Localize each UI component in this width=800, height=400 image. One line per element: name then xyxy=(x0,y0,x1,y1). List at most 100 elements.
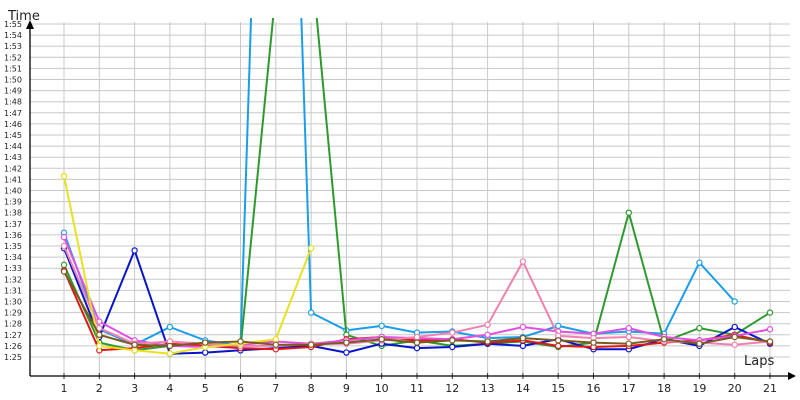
x-tick-label: 2 xyxy=(96,382,103,395)
x-tick-label: 8 xyxy=(308,382,315,395)
data-point xyxy=(201,339,209,346)
grid xyxy=(30,22,790,376)
data-point xyxy=(484,321,491,329)
series-8 xyxy=(60,268,774,350)
data-point xyxy=(519,323,527,331)
y-tick-label: 1:28 xyxy=(4,320,22,329)
y-tick-label: 1:45 xyxy=(4,131,22,140)
series-line xyxy=(63,18,736,347)
data-point xyxy=(625,209,633,216)
y-axis-title: Time xyxy=(7,9,40,24)
data-point xyxy=(307,245,315,252)
y-tick-label: 1:50 xyxy=(4,76,22,85)
y-tick-label: 1:46 xyxy=(4,120,22,129)
data-point xyxy=(625,324,633,332)
y-tick-label: 1:47 xyxy=(4,109,22,118)
x-tick-label: 10 xyxy=(375,382,389,395)
y-axis-arrow xyxy=(26,20,34,29)
data-point xyxy=(766,338,774,345)
data-point xyxy=(519,334,527,342)
data-point xyxy=(307,309,315,316)
y-tick-label: 1:53 xyxy=(4,42,22,51)
x-tick-label: 7 xyxy=(272,382,279,395)
data-point xyxy=(60,261,68,269)
data-point xyxy=(731,341,738,348)
x-tick-label: 5 xyxy=(202,382,209,395)
data-point xyxy=(60,242,68,250)
data-point xyxy=(555,342,562,350)
data-point xyxy=(766,309,774,316)
data-point xyxy=(96,331,103,338)
x-tick-label: 18 xyxy=(657,382,671,395)
data-point xyxy=(731,323,738,331)
data-point xyxy=(272,341,279,348)
x-axis-arrow xyxy=(788,372,796,380)
y-tick-label: 1:31 xyxy=(4,286,22,295)
data-point xyxy=(378,322,385,330)
x-tick-label: 21 xyxy=(763,382,777,395)
data-point xyxy=(484,338,491,345)
data-point xyxy=(201,349,209,356)
data-point xyxy=(555,337,562,344)
data-point xyxy=(555,322,562,330)
x-tick-label: 6 xyxy=(237,382,244,395)
y-tick-label: 1:37 xyxy=(4,220,22,229)
data-point xyxy=(166,323,174,331)
y-tick-label: 1:33 xyxy=(4,264,22,273)
x-tick-labels: 1 2 3 4 5 6 7 8 9 10 11 12 13 14 15 16 17 18 19 20 21 xyxy=(61,382,778,395)
data-point xyxy=(449,343,456,351)
data-point xyxy=(519,258,527,265)
axes xyxy=(26,20,796,380)
y-tick-label: 1:52 xyxy=(4,53,22,62)
data-point xyxy=(131,347,138,354)
data-point xyxy=(696,259,703,266)
y-tick-labels: 1:25 1:26 1:27 1:28 1:29 1:30 1:31 1:32 1:33 1:34… xyxy=(4,20,22,362)
y-tick-label: 1:51 xyxy=(4,64,22,73)
data-point xyxy=(343,339,350,346)
data-point xyxy=(731,333,738,341)
data-point xyxy=(60,268,68,275)
series-line xyxy=(63,175,313,355)
x-tick-label: 15 xyxy=(551,382,565,395)
y-tick-label: 1:27 xyxy=(4,331,22,340)
data-point xyxy=(272,336,279,343)
y-tick-label: 1:36 xyxy=(4,231,22,240)
y-tick-label: 1:29 xyxy=(4,309,22,318)
y-tick-label: 1:41 xyxy=(4,175,22,184)
x-tick-label: 14 xyxy=(516,382,530,395)
data-point xyxy=(625,333,633,341)
x-tick-label: 12 xyxy=(445,382,459,395)
data-point xyxy=(378,336,385,343)
data-point xyxy=(413,339,421,346)
data-point xyxy=(413,333,421,341)
y-tick-label: 1:25 xyxy=(4,353,22,362)
y-tick-label: 1:32 xyxy=(4,275,22,284)
data-point xyxy=(60,172,68,180)
data-point xyxy=(660,336,668,343)
data-point xyxy=(237,338,244,345)
y-tick-label: 1:48 xyxy=(4,98,22,107)
y-tick-label: 1:26 xyxy=(4,342,22,351)
x-tick-label: 16 xyxy=(587,382,601,395)
y-tick-label: 1:43 xyxy=(4,153,22,162)
x-tick-label: 4 xyxy=(166,382,173,395)
x-tick-label: 19 xyxy=(692,382,706,395)
y-tick-label: 1:34 xyxy=(4,253,22,262)
data-point xyxy=(519,342,527,350)
y-tick-label: 1:49 xyxy=(4,87,22,96)
y-tick-label: 1:44 xyxy=(4,142,22,151)
data-point xyxy=(484,331,491,338)
data-point xyxy=(590,339,597,346)
y-tick-label: 1:39 xyxy=(4,198,22,207)
x-tick-label: 11 xyxy=(410,382,424,395)
data-point xyxy=(696,340,703,347)
x-tick-label: 17 xyxy=(622,382,636,395)
x-tick-label: 9 xyxy=(343,382,350,395)
data-point xyxy=(166,342,174,350)
x-tick-label: 3 xyxy=(131,382,138,395)
data-point xyxy=(449,337,456,344)
x-tick-label: 13 xyxy=(481,382,495,395)
x-tick-label: 20 xyxy=(728,382,742,395)
series-7 xyxy=(60,172,315,357)
